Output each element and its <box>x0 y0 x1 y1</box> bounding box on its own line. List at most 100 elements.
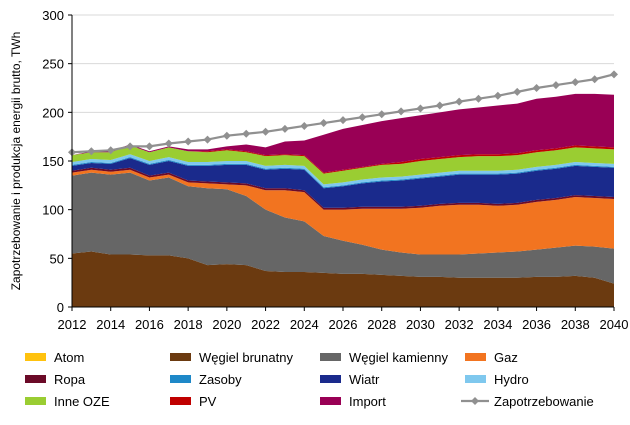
legend-label: Atom <box>54 350 84 365</box>
point-zapotrzebowanie <box>551 81 560 90</box>
point-zapotrzebowanie <box>126 142 135 151</box>
legend-label: Węgiel brunatny <box>199 350 293 365</box>
point-zapotrzebowanie <box>358 113 367 122</box>
legend-label: Węgiel kamienny <box>349 350 448 365</box>
legend-swatch <box>170 375 191 383</box>
legend-item-zasoby: Zasoby <box>170 372 242 387</box>
point-zapotrzebowanie <box>493 91 502 100</box>
x-tick-label: 2034 <box>483 317 512 332</box>
y-axis-title: Zapotrzebowanie i produkcja energii brut… <box>9 32 23 291</box>
point-zapotrzebowanie <box>416 104 425 113</box>
legend-item-hydro: Hydro <box>465 372 529 387</box>
point-zapotrzebowanie <box>106 146 115 155</box>
point-zapotrzebowanie <box>87 147 96 156</box>
point-zapotrzebowanie <box>455 97 464 106</box>
axes: 0 50 100 150 200 250 300 2012 2014 2016 2018 2020 20… <box>9 8 628 332</box>
legend-item-pv: PV <box>170 394 217 409</box>
x-tick-label: 2038 <box>561 317 590 332</box>
area-zasoby <box>72 157 614 189</box>
area-inne-oze <box>72 145 614 185</box>
area-wegiel-kamienny <box>72 172 614 284</box>
legend-swatch <box>25 353 46 361</box>
legend-item-import: Import <box>320 394 386 409</box>
area-import <box>72 93 614 173</box>
demand-line <box>68 70 618 157</box>
y-tick-label: 300 <box>42 8 64 23</box>
legend-label: PV <box>199 394 217 409</box>
x-tick-label: 2012 <box>58 317 87 332</box>
point-zapotrzebowanie <box>184 137 193 146</box>
point-zapotrzebowanie <box>513 87 522 96</box>
y-tick-label: 250 <box>42 57 64 72</box>
y-tick-label: 100 <box>42 203 64 218</box>
point-zapotrzebowanie <box>590 75 599 84</box>
legend-item-inne-oze: Inne OZE <box>25 394 110 409</box>
x-tick-label: 2036 <box>522 317 551 332</box>
legend-label: Import <box>349 394 386 409</box>
legend-item-atom: Atom <box>25 350 84 365</box>
y-tick-label: 0 <box>57 300 64 315</box>
point-zapotrzebowanie <box>145 142 154 151</box>
point-zapotrzebowanie <box>474 94 483 103</box>
point-zapotrzebowanie <box>319 119 328 128</box>
point-zapotrzebowanie <box>300 121 309 130</box>
point-zapotrzebowanie <box>242 129 251 138</box>
area-pv <box>72 145 614 174</box>
legend: Atom Węgiel brunatny Węgiel kamienny Gaz Rop… <box>25 350 594 409</box>
legend-label: Gaz <box>494 350 518 365</box>
point-zapotrzebowanie <box>339 116 347 125</box>
x-tick-label: 2014 <box>96 317 125 332</box>
point-zapotrzebowanie <box>532 84 541 92</box>
legend-label: Ropa <box>54 372 86 387</box>
legend-label: Zasoby <box>199 372 242 387</box>
point-zapotrzebowanie <box>377 110 386 119</box>
x-tick-label: 2022 <box>251 317 280 332</box>
point-zapotrzebowanie <box>222 131 231 140</box>
area-series <box>72 93 614 307</box>
point-zapotrzebowanie <box>397 107 406 116</box>
legend-swatch <box>25 397 46 405</box>
area-wegiel-brunatny <box>72 251 614 307</box>
point-zapotrzebowanie <box>571 78 580 87</box>
x-tick-label: 2032 <box>445 317 474 332</box>
legend-item-ropa: Ropa <box>25 372 86 387</box>
legend-label: Wiatr <box>349 372 380 387</box>
x-tick-label: 2016 <box>135 317 164 332</box>
point-zapotrzebowanie <box>164 139 173 148</box>
legend-item-wegiel-brunatny: Węgiel brunatny <box>170 350 293 365</box>
x-tick-label: 2024 <box>290 317 319 332</box>
point-zapotrzebowanie <box>280 124 289 133</box>
x-tick-label: 2030 <box>406 317 435 332</box>
x-tick-label: 2028 <box>367 317 396 332</box>
legend-swatch <box>320 397 341 405</box>
legend-swatch <box>465 375 486 383</box>
legend-item-wiatr: Wiatr <box>320 372 380 387</box>
legend-label: Inne OZE <box>54 394 110 409</box>
legend-swatch <box>170 353 191 361</box>
point-zapotrzebowanie <box>261 127 270 136</box>
legend-swatch <box>25 375 46 383</box>
legend-marker <box>471 397 479 405</box>
legend-item-wegiel-kamienny: Węgiel kamienny <box>320 350 448 365</box>
point-zapotrzebowanie <box>435 101 444 110</box>
x-tick-label: 2040 <box>600 317 629 332</box>
point-zapotrzebowanie <box>610 70 618 79</box>
area-gaz <box>72 169 614 255</box>
legend-label: Hydro <box>494 372 529 387</box>
legend-item-gaz: Gaz <box>465 350 518 365</box>
y-tick-label: 200 <box>42 105 64 120</box>
legend-swatch <box>170 397 191 405</box>
legend-swatch <box>465 353 486 361</box>
y-tick-label: 150 <box>42 154 64 169</box>
x-tick-label: 2020 <box>212 317 241 332</box>
legend-swatch <box>320 375 341 383</box>
y-tick-label: 50 <box>50 251 64 266</box>
area-hydro <box>72 154 614 188</box>
area-wiatr <box>72 158 614 208</box>
legend-swatch <box>320 353 341 361</box>
point-zapotrzebowanie <box>203 135 212 144</box>
x-tick-label: 2026 <box>329 317 358 332</box>
legend-label: Zapotrzebowanie <box>494 394 594 409</box>
